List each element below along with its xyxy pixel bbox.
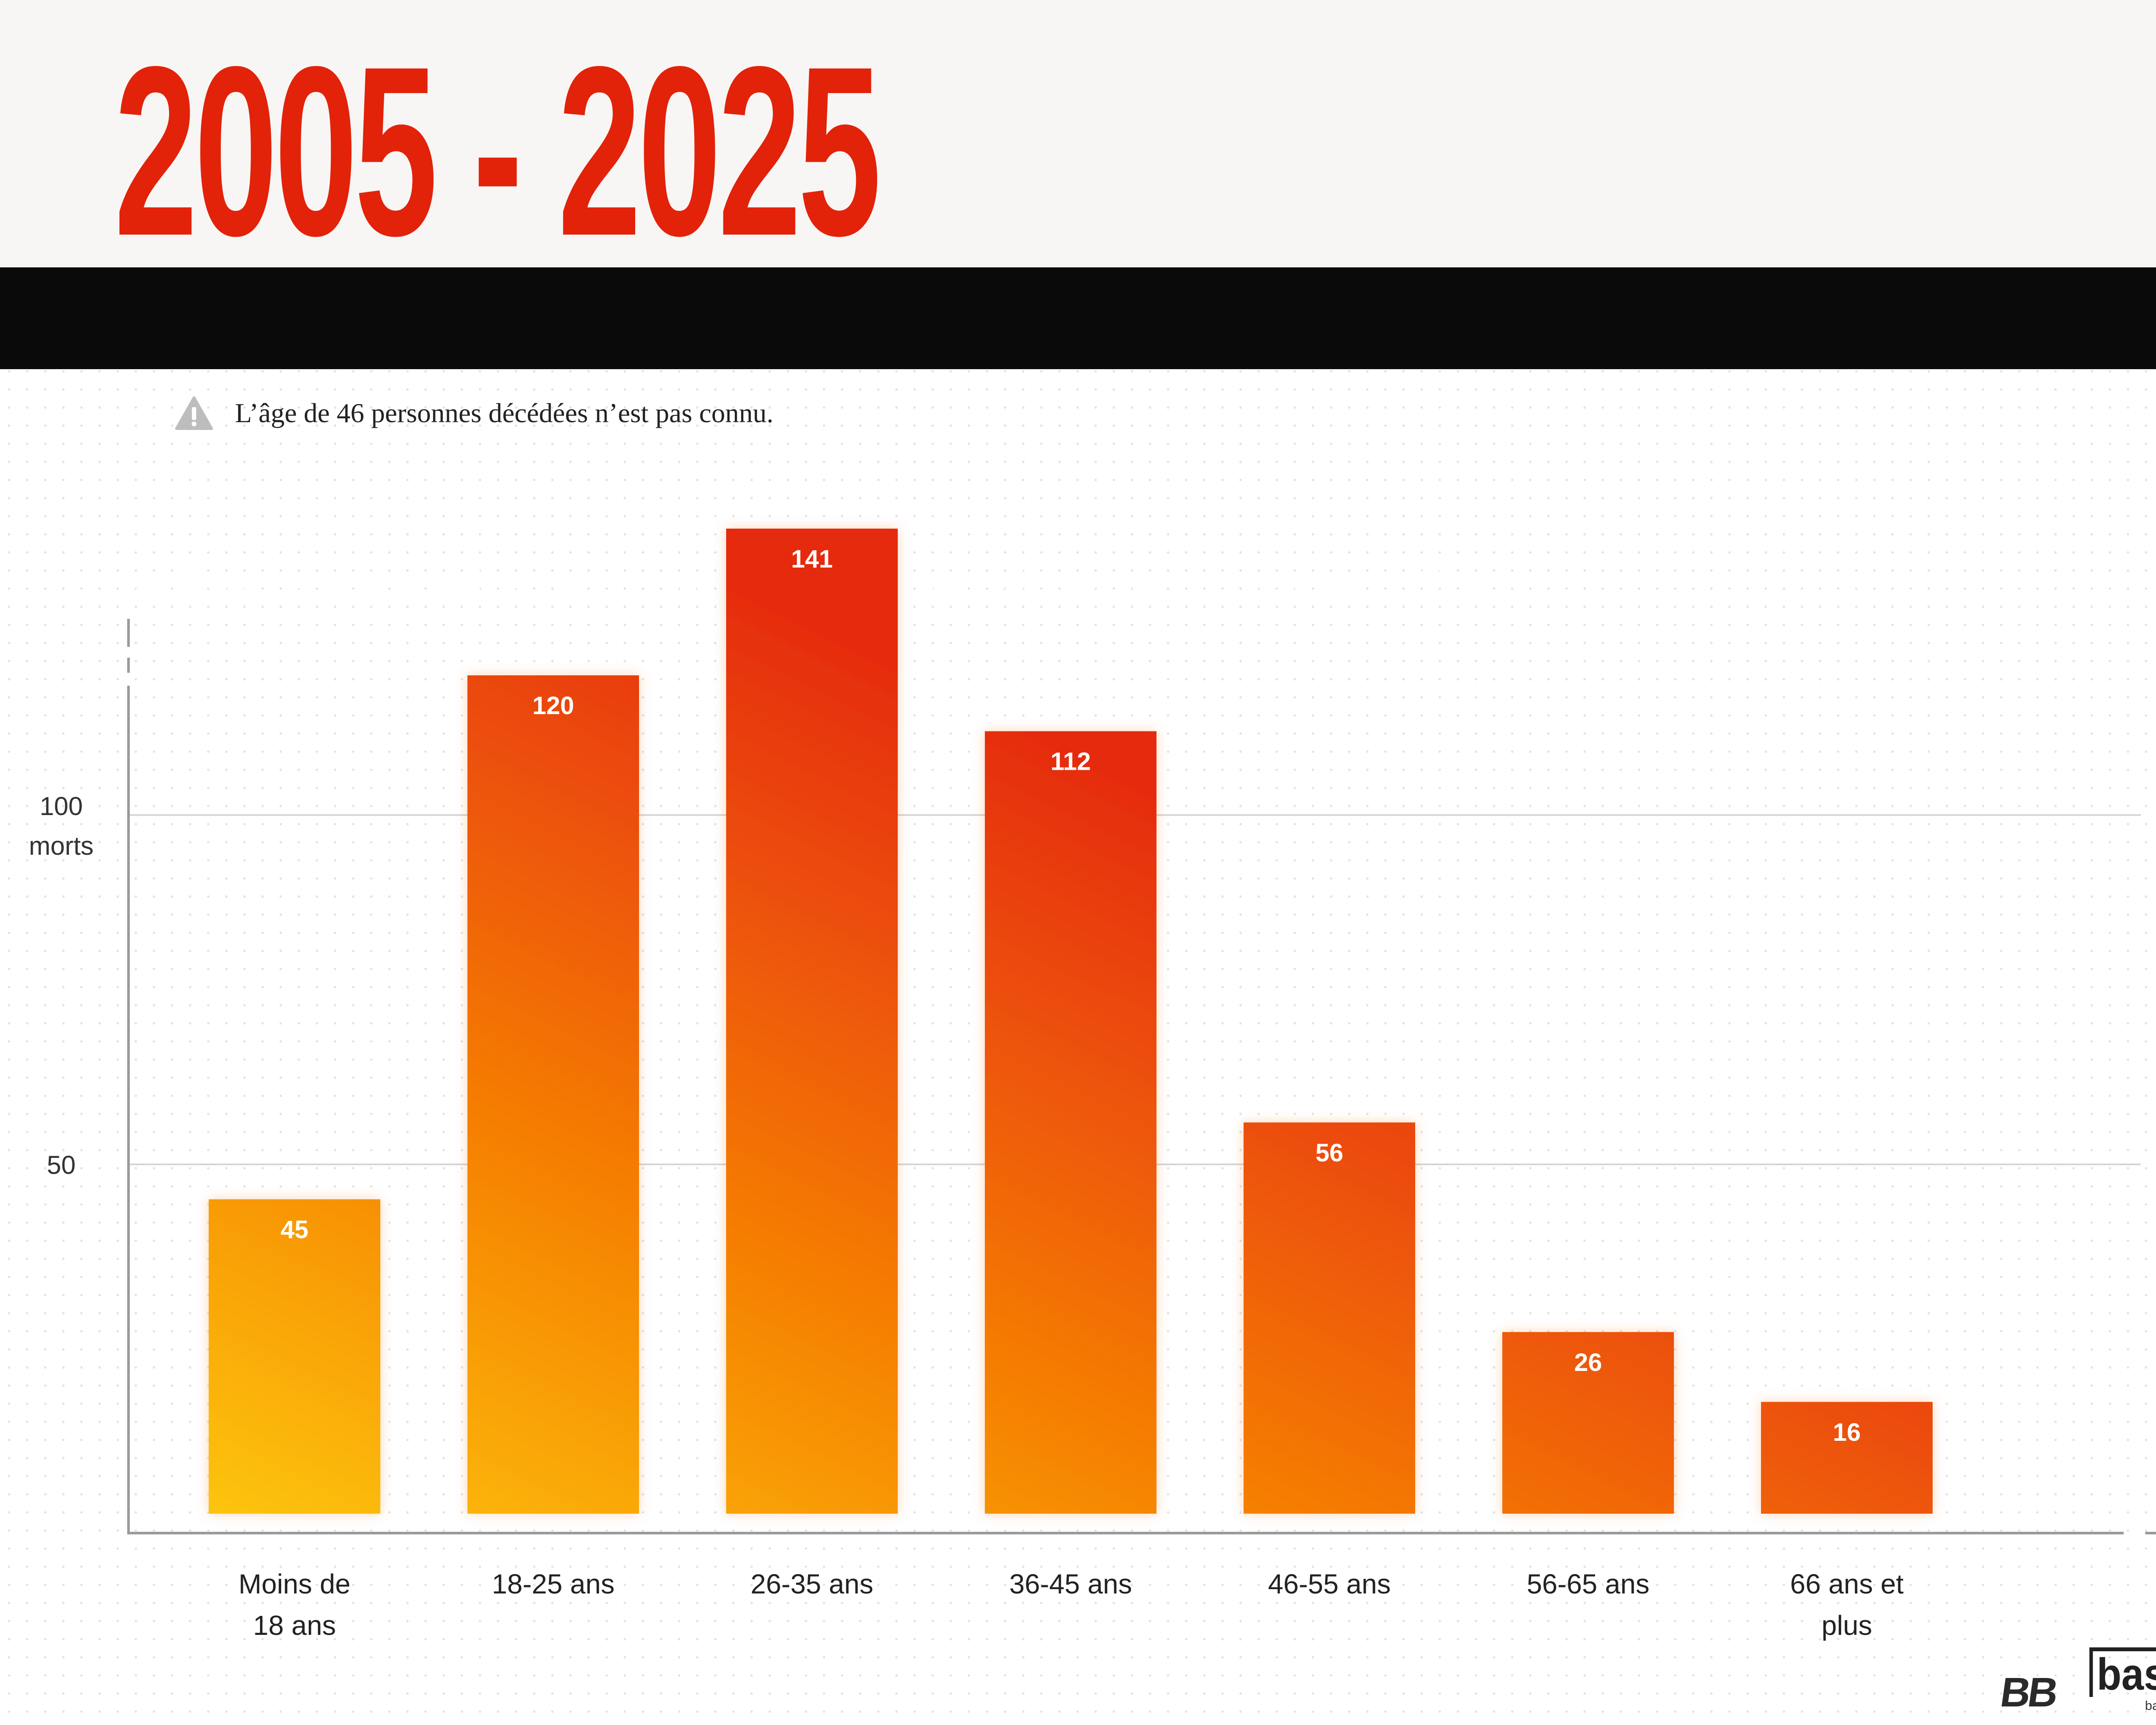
bar (1761, 1402, 1933, 1514)
x-category-label-line: plus (1821, 1610, 1872, 1641)
y-tick-label: 100 morts (29, 792, 94, 860)
x-category-label: 56-65 ans (1527, 1568, 1650, 1600)
data-labels: 45 120 141 112 56 26 16 (281, 545, 1861, 1446)
basta-logo-url: basta.media (2145, 1699, 2156, 1713)
footer-logos: BB basta! basta.media (1997, 1647, 2156, 1716)
header-band: 2005 - 2025 (0, 0, 2156, 272)
bar (1502, 1332, 1674, 1514)
data-label: 26 (1574, 1349, 1602, 1377)
bar (467, 675, 639, 1514)
y-tick-label-line: 50 (47, 1151, 76, 1179)
publisher-mark-logo: BB (1997, 1669, 2059, 1716)
x-category-label-line: 46-55 ans (1268, 1568, 1391, 1600)
y-tick-labels: 100 morts 50 (29, 792, 94, 1179)
axes (127, 619, 2156, 1534)
data-label: 56 (1316, 1139, 1344, 1167)
data-label: 141 (791, 545, 833, 573)
x-category-label-line: 56-65 ans (1527, 1568, 1650, 1600)
x-category-label-line: 18-25 ans (492, 1568, 615, 1600)
note-text: L’âge de 46 personnes décédées n’est pas… (235, 398, 774, 428)
x-category-label: 46-55 ans (1268, 1568, 1391, 1600)
data-label: 112 (1050, 748, 1091, 776)
y-tick-label: 50 (47, 1151, 76, 1179)
bars (209, 528, 1933, 1514)
y-tick-label-line: 100 (40, 792, 83, 821)
x-category-label: Moins de 18 ans (238, 1568, 351, 1641)
bar (209, 1199, 380, 1514)
note: L’âge de 46 personnes décédées n’est pas… (175, 396, 774, 430)
x-category-label-line: 66 ans et (1790, 1568, 1904, 1600)
bar (726, 528, 898, 1514)
basta-logo-word: basta! (2089, 1647, 2156, 1697)
y-tick-label-line: morts (29, 831, 94, 860)
x-category-label-line: 26-35 ans (751, 1568, 874, 1600)
headline-years: 2005 - 2025 (114, 30, 878, 272)
data-label: 16 (1833, 1418, 1861, 1446)
basta-logo: basta! basta.media (2075, 1647, 2156, 1713)
x-category-label: 18-25 ans (492, 1568, 615, 1600)
x-category-labels: Moins de 18 ans 18-25 ans 26-35 ans 36-45 an… (238, 1568, 1904, 1641)
x-category-label: 36-45 ans (1009, 1568, 1132, 1600)
x-category-label-line: Moins de (238, 1568, 351, 1600)
x-category-label: 66 ans et plus (1790, 1568, 1904, 1641)
data-label: 120 (533, 692, 574, 720)
bar (1244, 1122, 1415, 1514)
bar (985, 731, 1156, 1514)
x-category-label-line: 36-45 ans (1009, 1568, 1132, 1600)
subtitle-rest: un mort sur trois a moins de 26 ans (890, 558, 1523, 608)
data-label: 45 (281, 1216, 309, 1244)
x-category-label-line: 18 ans (253, 1610, 336, 1641)
warning-icon (175, 396, 213, 430)
x-category-label: 26-35 ans (751, 1568, 874, 1600)
